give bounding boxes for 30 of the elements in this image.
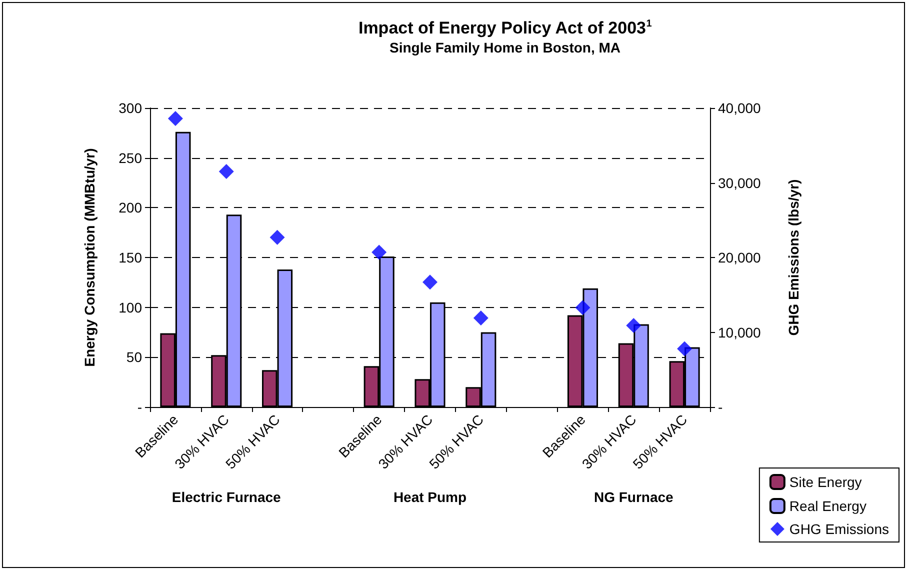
text: NG Furnace	[594, 489, 674, 505]
point	[575, 300, 590, 316]
point	[168, 110, 183, 126]
y-tick-label: 250	[118, 150, 142, 166]
text: Electric Furnace	[172, 489, 282, 505]
point	[218, 164, 234, 180]
text: Heat Pump	[393, 489, 467, 505]
legend-label: GHG Emissions	[789, 521, 890, 537]
point	[473, 310, 488, 326]
y-axis-title: Energy Consumption (MMBtu/yr)	[82, 148, 98, 367]
legend-label: Site Energy	[789, 474, 862, 490]
point	[422, 274, 438, 290]
chart-subtitle: Single Family Home in Boston, MA	[389, 40, 621, 56]
point	[270, 230, 285, 245]
point	[626, 318, 642, 334]
y-tick-label: 100	[118, 299, 142, 316]
y2-tick-label: 30,000	[718, 174, 762, 191]
point	[372, 244, 387, 260]
y2-tick-label: 40,000	[718, 100, 762, 116]
y-tick-label: 300	[118, 100, 142, 116]
y-tick-label: 200	[118, 200, 142, 216]
y2-tick-label: 20,000	[718, 250, 762, 266]
y-tick-label: 150	[118, 250, 142, 266]
legend-label: Real Energy	[789, 498, 866, 514]
y2-axis-title: GHG Emissions (lbs/yr)	[786, 179, 802, 336]
point	[677, 341, 692, 356]
y-tick-label: 50	[126, 349, 142, 366]
y2-tick-label: -	[718, 399, 723, 415]
y-tick-label: -	[137, 399, 142, 415]
y2-tick-label: 10,000	[718, 324, 762, 340]
